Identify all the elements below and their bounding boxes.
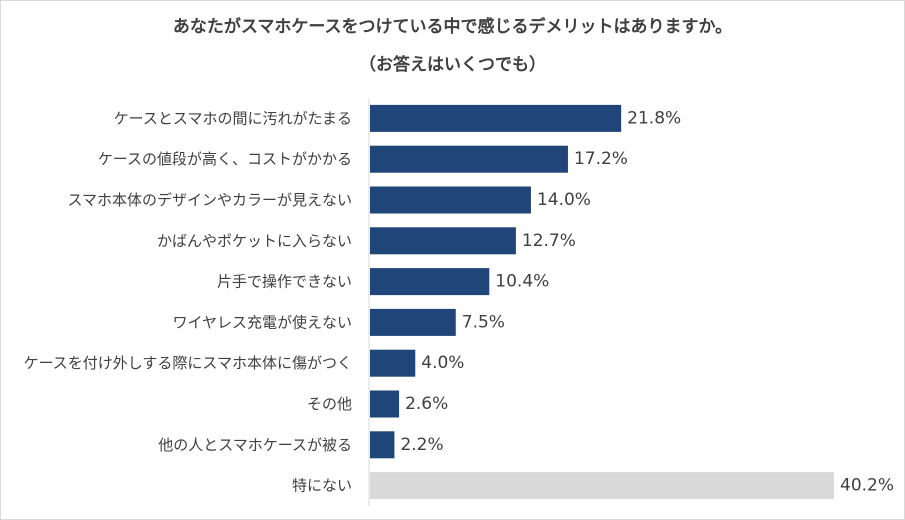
bar-9: [370, 431, 395, 459]
category-label-3: スマホ本体のデザインやカラーが見えない: [67, 191, 352, 209]
category-label-1: ケースとスマホの間に汚れがたまる: [114, 109, 352, 127]
value-label-9: 2.2%: [400, 435, 443, 455]
chart-title: あなたがスマホケースをつけている中で感じるデメリットはありますか。: [172, 17, 733, 37]
category-label-2: ケースの値段が高く、コストがかかる: [98, 150, 352, 168]
value-label-4: 12.7%: [522, 231, 576, 251]
category-label-9: 他の人とスマホケースが被る: [158, 436, 352, 454]
value-label-2: 17.2%: [574, 149, 628, 169]
bar-4: [370, 227, 516, 255]
chart-subtitle: （お答えはいくつでも）: [359, 55, 546, 75]
value-label-10: 40.2%: [840, 476, 894, 496]
bar-6: [370, 308, 456, 336]
category-label-10: 特にない: [292, 477, 352, 495]
bar-10: [370, 472, 834, 500]
category-label-5: 片手で操作できない: [217, 273, 352, 291]
bar-3: [370, 186, 531, 214]
bar-5: [370, 268, 490, 296]
bar-1: [370, 104, 622, 132]
category-label-4: かばんやポケットに入らない: [157, 232, 352, 250]
category-label-6: ワイヤレス充電が使えない: [172, 313, 352, 331]
value-label-5: 10.4%: [495, 272, 549, 292]
value-label-3: 14.0%: [537, 190, 591, 210]
category-label-7: ケースを付け外しする際にスマホ本体に傷がつく: [23, 354, 352, 372]
value-label-1: 21.8%: [627, 108, 681, 128]
value-label-7: 4.0%: [421, 353, 464, 373]
bar-8: [370, 390, 400, 418]
bar-2: [370, 145, 568, 173]
category-label-8: その他: [307, 395, 352, 413]
value-label-6: 7.5%: [462, 312, 505, 332]
bar-7: [370, 349, 416, 377]
value-label-8: 2.6%: [405, 394, 448, 414]
